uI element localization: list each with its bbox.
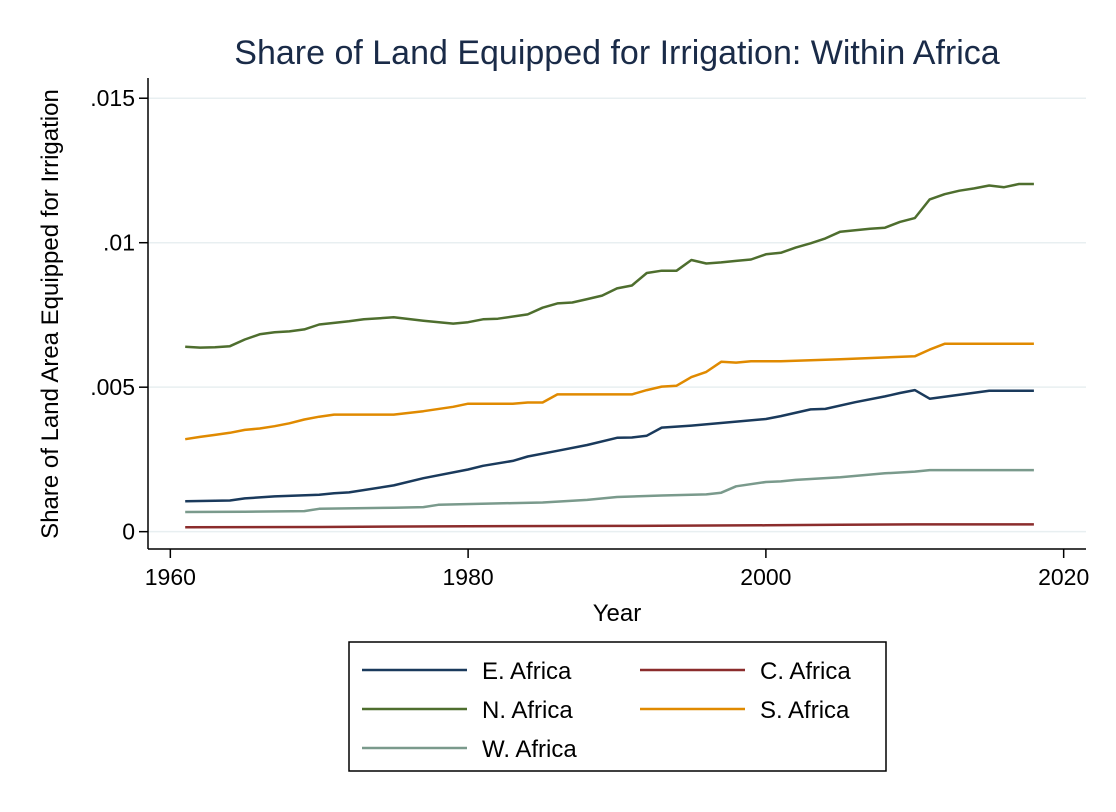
series-line-c-africa [185, 523, 1034, 529]
y-axis-label: Share of Land Area Equipped for Irrigati… [37, 89, 64, 539]
y-tick-label: .005 [90, 374, 135, 400]
series-line-n-africa [185, 182, 1034, 349]
y-tick-label: .01 [103, 230, 135, 256]
axes: 0 .005 .01 .015 1960 1980 2000 2020 [90, 78, 1089, 590]
x-tick-label: 2020 [1038, 564, 1089, 590]
x-tick-label: 1960 [145, 564, 196, 590]
legend-label-c-africa: C. Africa [760, 658, 851, 685]
legend-label-e-africa: E. Africa [482, 658, 572, 685]
legend-label-s-africa: S. Africa [760, 697, 850, 724]
gridlines [148, 97, 1086, 533]
chart-title: Share of Land Equipped for Irrigation: W… [234, 34, 1000, 72]
series-line-e-africa [185, 388, 1034, 503]
x-axis-label: Year [593, 600, 642, 627]
x-tick-label: 1980 [443, 564, 494, 590]
y-tick-label: 0 [122, 519, 135, 545]
x-tick-label: 2000 [740, 564, 791, 590]
legend-label-w-africa: W. Africa [482, 736, 577, 763]
series-lines [185, 182, 1034, 529]
legend-label-n-africa: N. Africa [482, 697, 573, 724]
series-line-w-africa [185, 468, 1034, 514]
y-tick-label: .015 [90, 85, 135, 111]
legend: E. Africa C. Africa N. Africa S. Africa W. A… [348, 641, 887, 772]
series-line-s-africa [185, 342, 1034, 441]
legend-box [348, 641, 887, 772]
